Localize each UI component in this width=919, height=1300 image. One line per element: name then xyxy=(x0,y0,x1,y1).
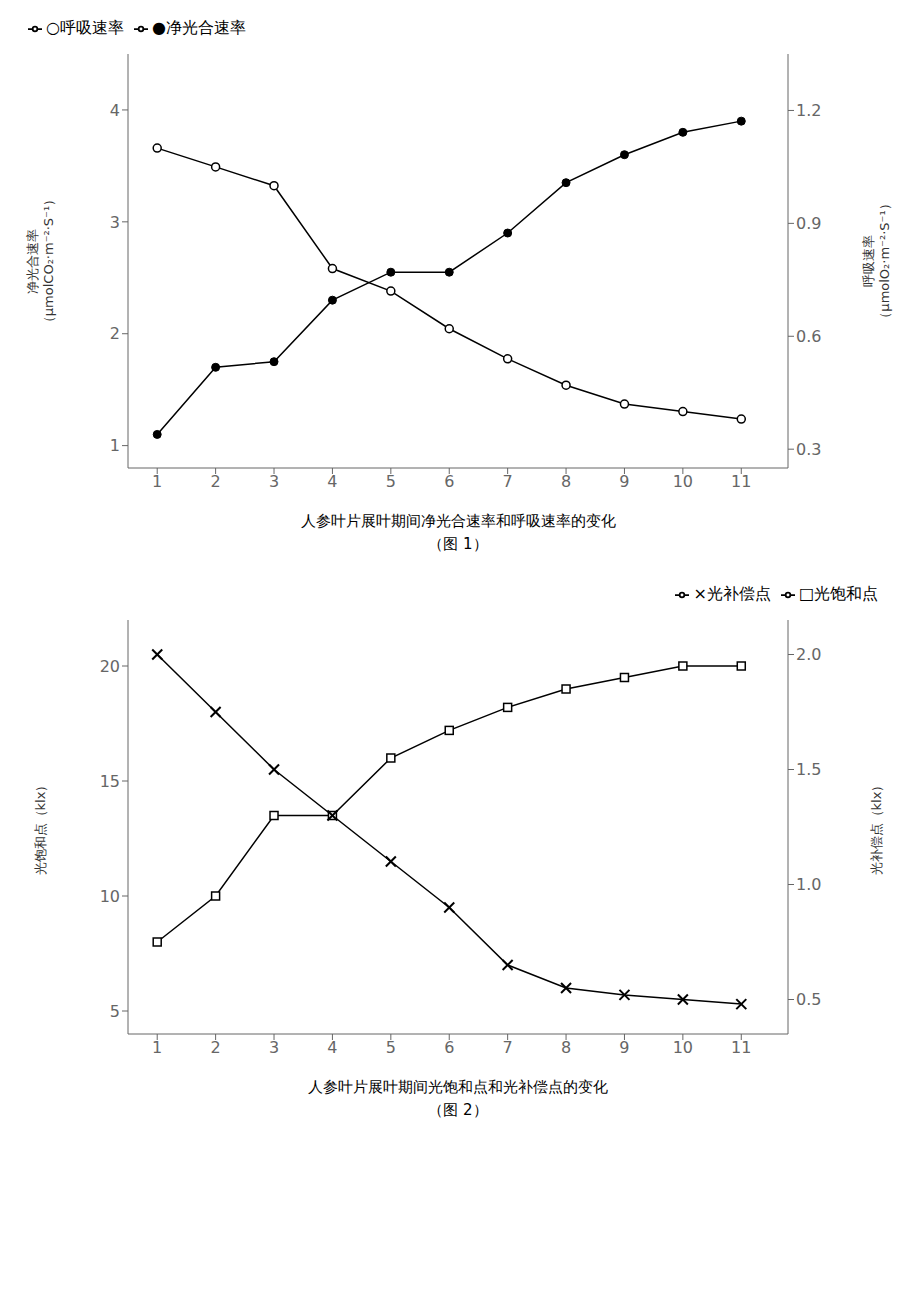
svg-text:2.0: 2.0 xyxy=(796,645,821,664)
svg-text:0.3: 0.3 xyxy=(796,440,821,459)
svg-text:5: 5 xyxy=(110,1002,120,1021)
svg-text:1.0: 1.0 xyxy=(796,875,821,894)
svg-text:净光合速率（μmolCO₂·m⁻²·S⁻¹）: 净光合速率（μmolCO₂·m⁻²·S⁻¹） xyxy=(25,193,56,329)
svg-text:20: 20 xyxy=(100,657,120,676)
svg-text:7: 7 xyxy=(503,472,513,491)
svg-text:0.9: 0.9 xyxy=(796,214,821,233)
svg-text:光饱和点（klx）: 光饱和点（klx） xyxy=(33,779,48,876)
svg-text:1: 1 xyxy=(152,1038,162,1057)
svg-text:2: 2 xyxy=(110,324,120,343)
svg-text:光补偿点（klx）: 光补偿点（klx） xyxy=(869,779,884,876)
html-text:●净光合速率: ●净光合速率 xyxy=(152,18,246,37)
svg-text:11: 11 xyxy=(731,472,751,491)
svg-text:9: 9 xyxy=(619,1038,629,1057)
html-text:人参叶片展叶期间净光合速率和呼吸速率的变化: 人参叶片展叶期间净光合速率和呼吸速率的变化 xyxy=(300,512,616,530)
svg-text:1.2: 1.2 xyxy=(796,101,821,120)
svg-text:0.5: 0.5 xyxy=(796,990,821,1009)
svg-text:5: 5 xyxy=(386,1038,396,1057)
html-text:（图 1）: （图 1） xyxy=(428,535,488,553)
svg-text:10: 10 xyxy=(673,472,693,491)
svg-text:4: 4 xyxy=(110,101,120,120)
svg-text:8: 8 xyxy=(561,1038,571,1057)
svg-text:1.5: 1.5 xyxy=(796,760,821,779)
svg-text:呼吸速率（μmolO₂·m⁻²·S⁻¹）: 呼吸速率（μmolO₂·m⁻²·S⁻¹） xyxy=(861,197,892,324)
svg-text:15: 15 xyxy=(100,772,120,791)
html-text:人参叶片展叶期间光饱和点和光补偿点的变化: 人参叶片展叶期间光饱和点和光补偿点的变化 xyxy=(308,1078,608,1096)
svg-text:10: 10 xyxy=(100,887,120,906)
svg-text:4: 4 xyxy=(327,1038,337,1057)
svg-text:3: 3 xyxy=(110,213,120,232)
svg-text:1: 1 xyxy=(110,436,120,455)
svg-text:8: 8 xyxy=(561,472,571,491)
html-text:○呼吸速率: ○呼吸速率 xyxy=(46,18,124,37)
html-text:×光补偿点: ×光补偿点 xyxy=(693,584,771,603)
svg-text:2: 2 xyxy=(211,1038,221,1057)
svg-text:3: 3 xyxy=(269,1038,279,1057)
svg-text:7: 7 xyxy=(503,1038,513,1057)
svg-text:0.6: 0.6 xyxy=(796,327,821,346)
svg-text:4: 4 xyxy=(327,472,337,491)
svg-text:2: 2 xyxy=(211,472,221,491)
svg-text:11: 11 xyxy=(731,1038,751,1057)
svg-text:5: 5 xyxy=(386,472,396,491)
svg-text:6: 6 xyxy=(444,1038,454,1057)
html-text:□光饱和点: □光饱和点 xyxy=(798,584,878,603)
html-text:（图 2）: （图 2） xyxy=(428,1101,488,1119)
svg-text:9: 9 xyxy=(619,472,629,491)
svg-text:1: 1 xyxy=(152,472,162,491)
svg-text:6: 6 xyxy=(444,472,454,491)
svg-text:3: 3 xyxy=(269,472,279,491)
svg-text:10: 10 xyxy=(673,1038,693,1057)
